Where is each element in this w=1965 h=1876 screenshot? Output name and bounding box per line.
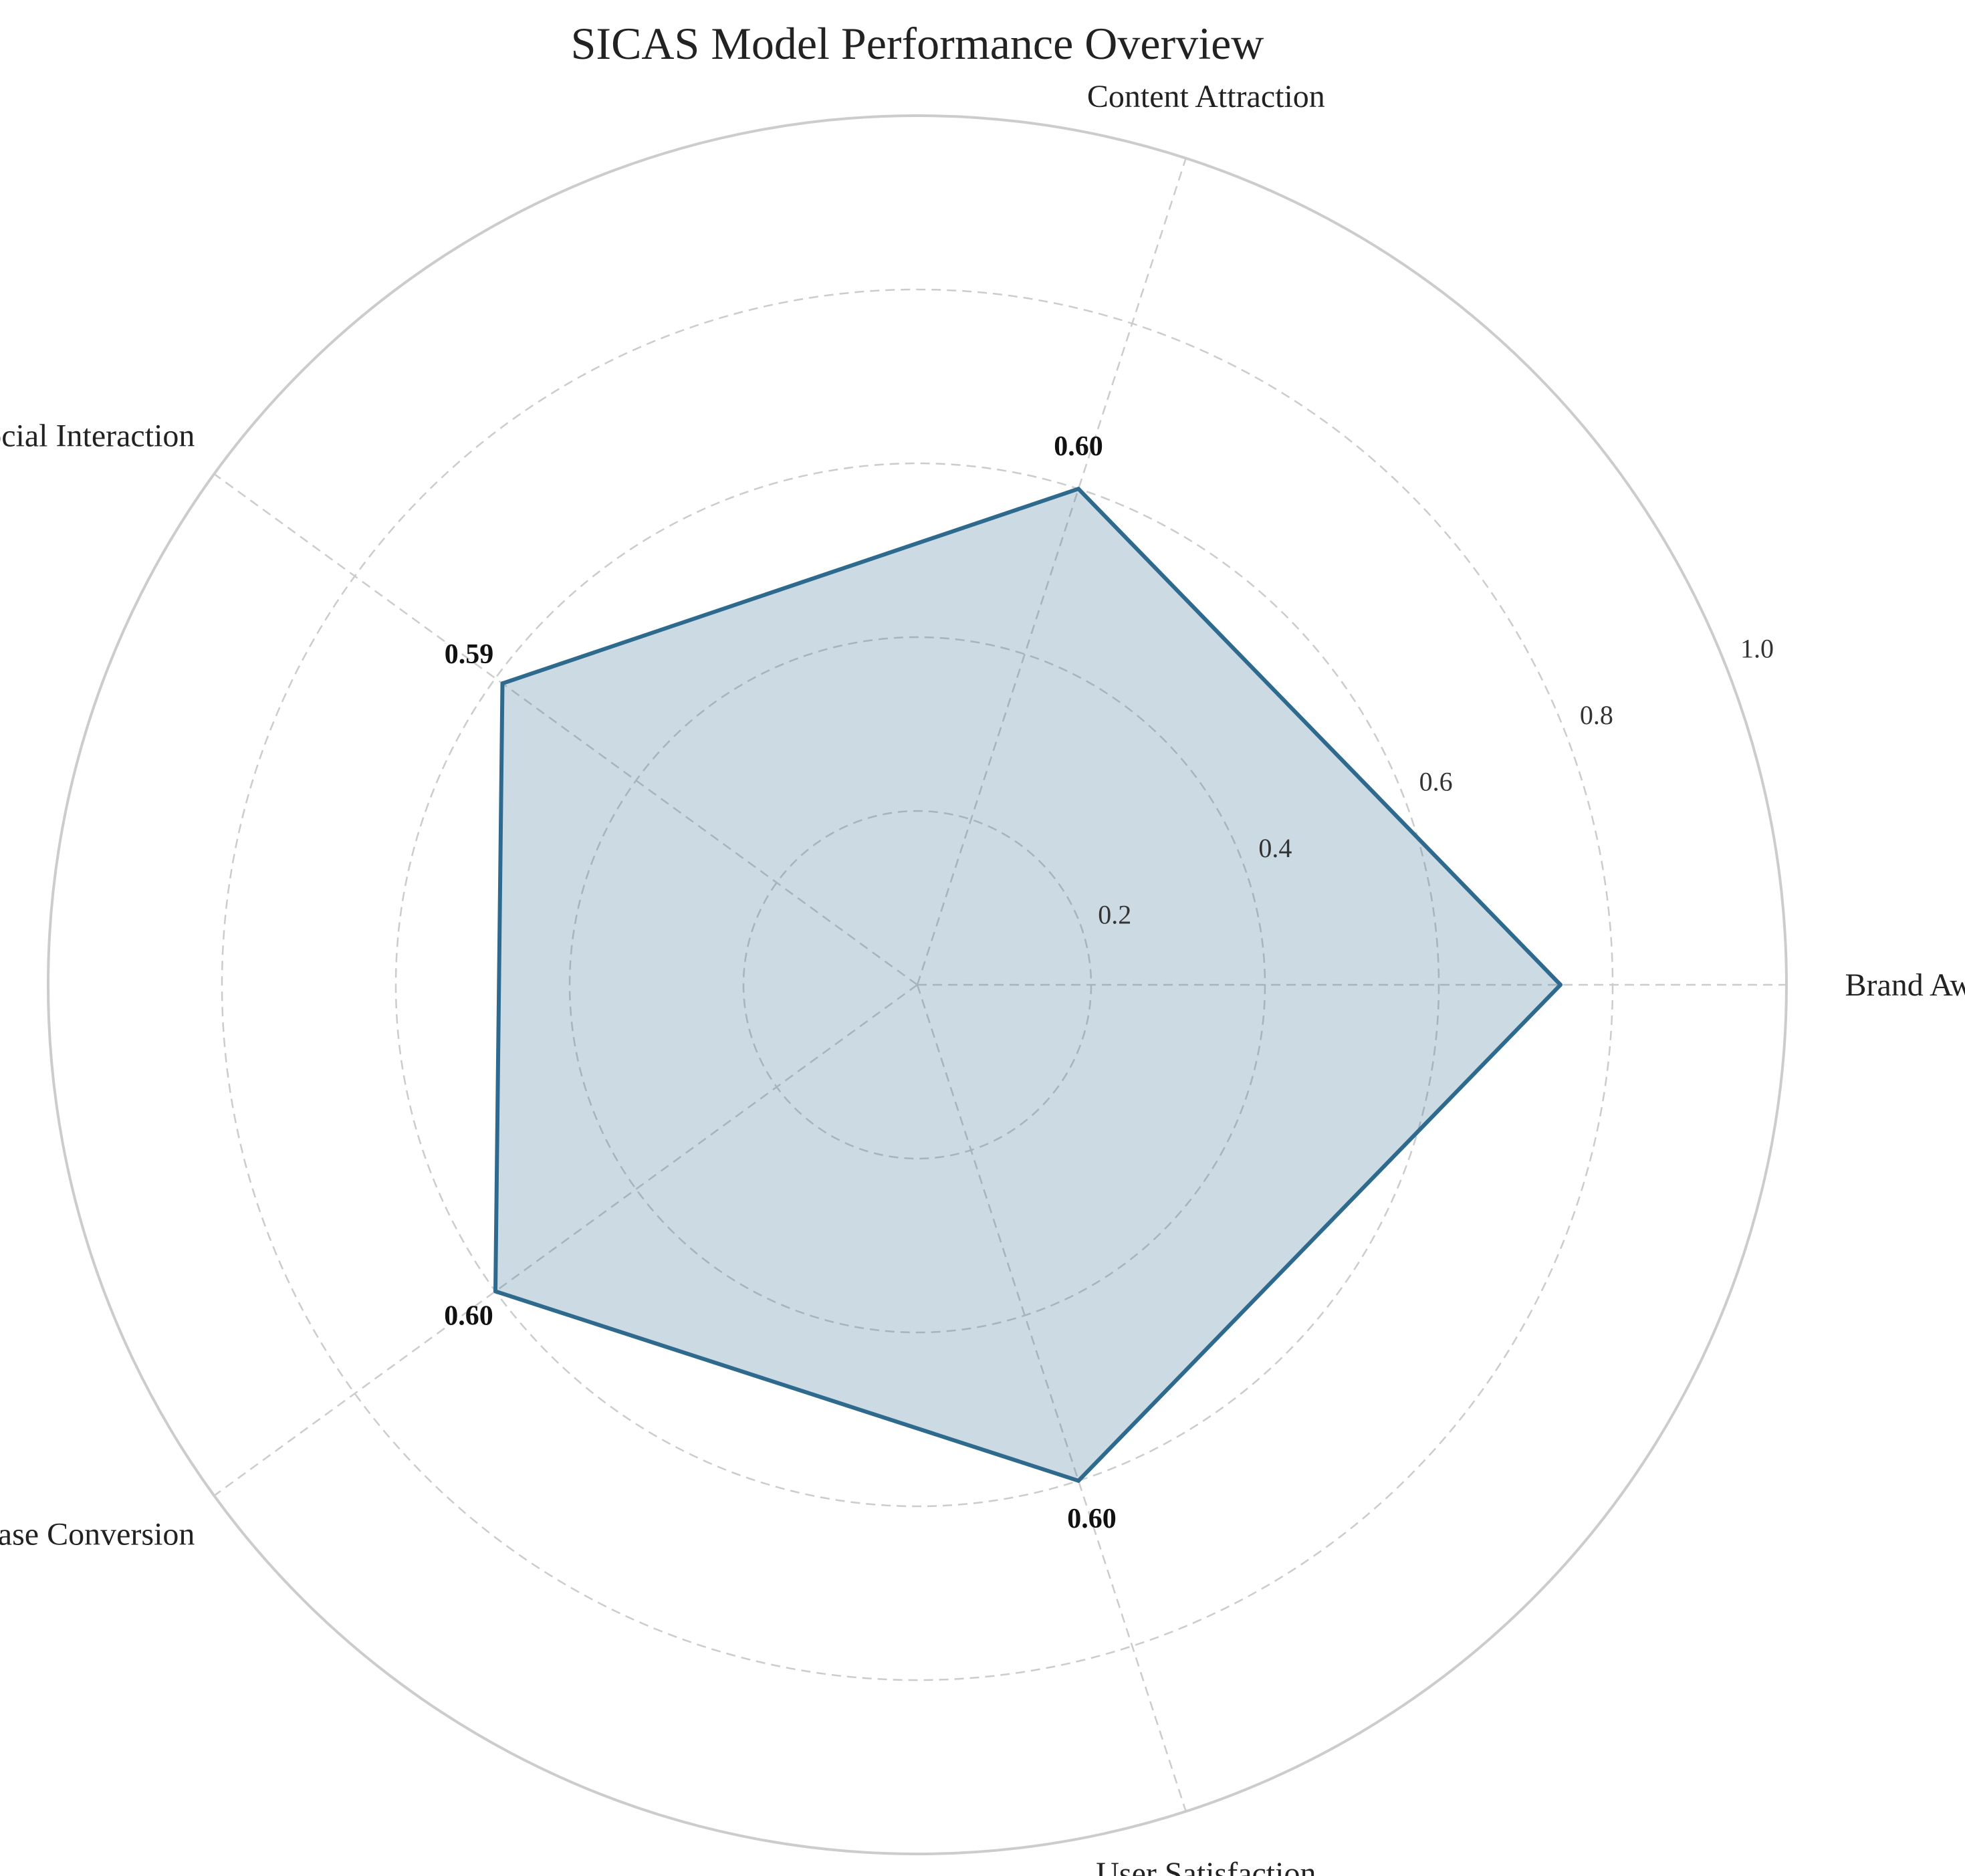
radial-tick-label: 1.0 [1740, 634, 1774, 664]
value-labels: 0.60 0.59 0.60 0.60 [444, 431, 1117, 1534]
series-line [493, 487, 1563, 1483]
value-label: 0.59 [445, 639, 494, 670]
spoke-line [213, 473, 918, 986]
category-label: Content Attraction [1087, 79, 1325, 114]
data-point [500, 681, 505, 686]
radial-tick-label: 0.6 [1419, 767, 1453, 797]
spoke-line [916, 158, 1187, 985]
spoke-line [213, 983, 918, 1497]
radar-series [493, 487, 1563, 1483]
category-label: Social Interaction [0, 419, 195, 454]
category-label: Brand Awareness [1845, 967, 1965, 1003]
data-point [493, 1289, 497, 1294]
data-point [1558, 983, 1563, 987]
category-label: User Satisfaction [1096, 1856, 1316, 1876]
radar-spokes [213, 158, 1786, 1812]
radial-tick-label: 0.8 [1580, 700, 1613, 730]
value-label: 0.60 [1067, 1504, 1117, 1534]
category-labels: Brand Awareness Content Attraction Social … [0, 79, 1965, 1876]
radial-tick-label: 0.2 [1098, 900, 1131, 930]
series-area [495, 489, 1561, 1481]
radial-tick-labels: 0.2 0.4 0.6 0.8 1.0 [1098, 634, 1774, 930]
value-label: 0.60 [444, 1300, 493, 1331]
value-label: 0.60 [1054, 431, 1103, 462]
chart-title: SICAS Model Performance Overview [571, 18, 1264, 69]
data-point [1076, 487, 1081, 491]
radial-tick-label: 0.4 [1258, 833, 1292, 863]
category-label: Purchase Conversion [0, 1516, 195, 1552]
spoke-line [916, 984, 1187, 1812]
grid-ring [394, 462, 1440, 1508]
data-point [1076, 1478, 1081, 1483]
